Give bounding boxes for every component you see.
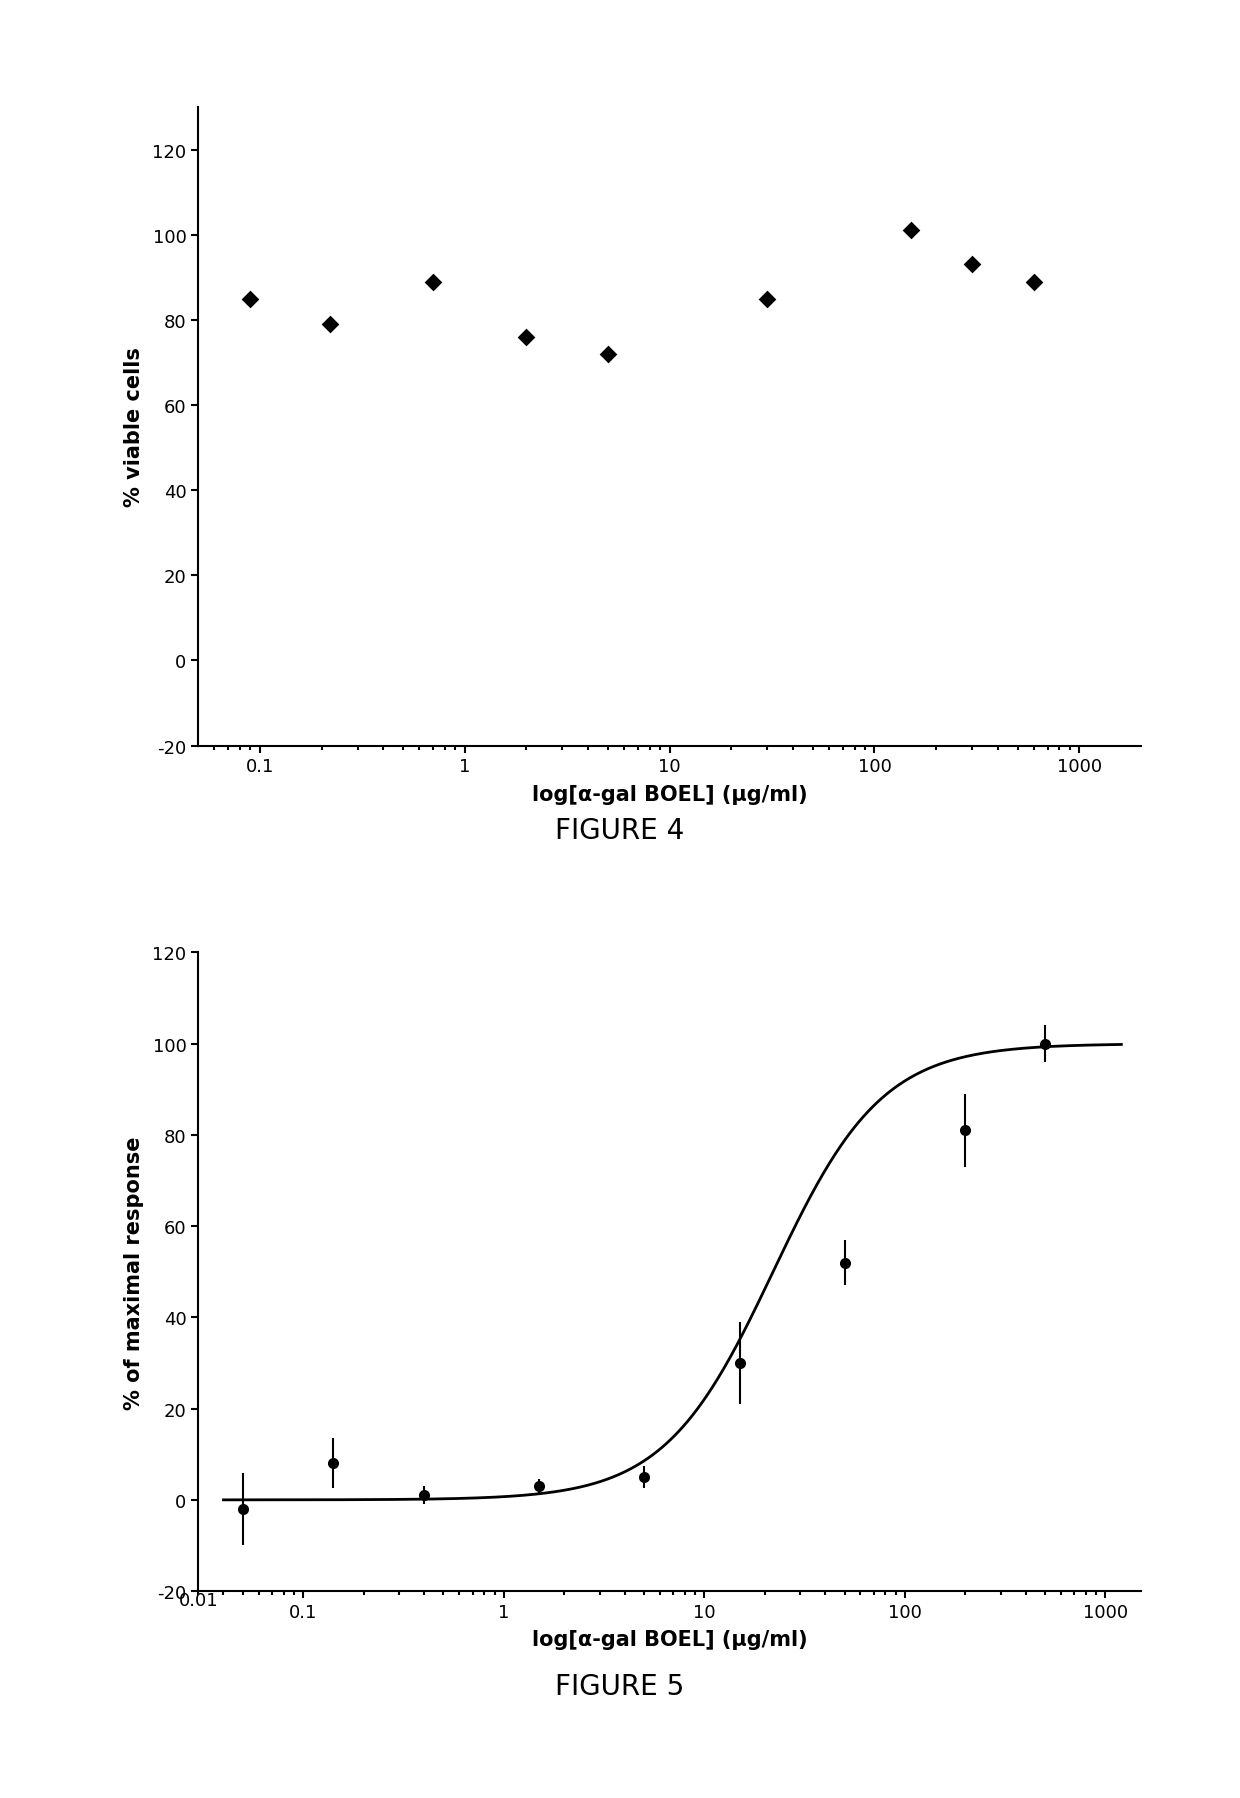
Y-axis label: % of maximal response: % of maximal response xyxy=(124,1135,144,1410)
X-axis label: log[α-gal BOEL] (μg/ml): log[α-gal BOEL] (μg/ml) xyxy=(532,1629,807,1649)
Point xyxy=(900,218,920,246)
Point xyxy=(517,324,537,352)
Point xyxy=(598,340,618,369)
Point xyxy=(320,311,340,340)
Text: FIGURE 4: FIGURE 4 xyxy=(556,816,684,845)
Point xyxy=(758,284,777,313)
Point xyxy=(241,284,260,313)
Y-axis label: % viable cells: % viable cells xyxy=(124,347,144,507)
Text: FIGURE 5: FIGURE 5 xyxy=(556,1672,684,1701)
Point xyxy=(423,268,443,297)
Point xyxy=(1024,268,1044,297)
Point xyxy=(962,252,982,280)
Text: 0.01: 0.01 xyxy=(179,1591,218,1609)
X-axis label: log[α-gal BOEL] (μg/ml): log[α-gal BOEL] (μg/ml) xyxy=(532,784,807,804)
